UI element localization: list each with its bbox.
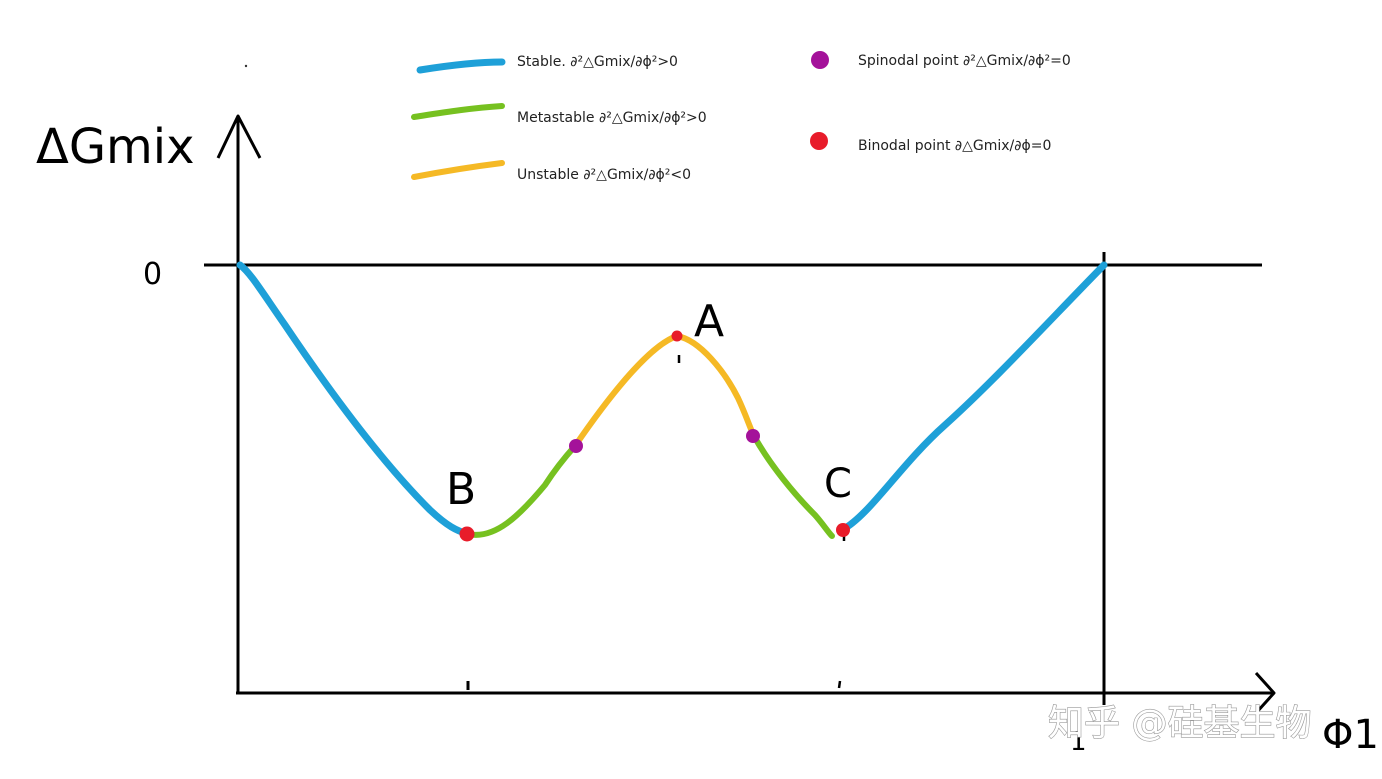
- legend-unstable-label: Unstable ∂²△Gmix/∂ϕ²<0: [517, 167, 691, 183]
- y-axis-arrow: [216, 114, 262, 159]
- legend-spinodal-label: Spinodal point ∂²△Gmix/∂ϕ²=0: [858, 53, 1071, 69]
- binodal-point-b: [459, 526, 475, 542]
- stable-curve-left: [236, 261, 472, 538]
- label-b: B: [446, 464, 476, 515]
- legend-stable-label: Stable. ∂²△Gmix/∂ϕ²>0: [517, 54, 678, 70]
- tick-c: [837, 680, 842, 689]
- x-axis-arrow: [1254, 671, 1276, 715]
- legend-metastable-label: Metastable ∂²△Gmix/∂ϕ²>0: [517, 110, 707, 126]
- x-axis-label: Φ1: [1322, 712, 1379, 758]
- spinodal-point-right: [746, 429, 760, 443]
- unstable-curve: [572, 332, 757, 449]
- label-c: C: [824, 461, 852, 507]
- stable-curve-right: [838, 261, 1108, 534]
- legend-spinodal-swatch: [811, 51, 829, 69]
- legend: Stable. ∂²△Gmix/∂ϕ²>0 Metastable ∂²△Gmix…: [411, 51, 1071, 183]
- label-a: A: [694, 296, 724, 347]
- binodal-point-c: [836, 523, 850, 537]
- y-axis-label: ΔGmix: [36, 119, 195, 175]
- metastable-curve-right: [751, 433, 835, 539]
- zero-label: 0: [143, 257, 162, 292]
- metastable-curve-left: [465, 443, 578, 538]
- one-label: 1: [1070, 727, 1087, 757]
- spinodal-point-left: [569, 439, 583, 453]
- legend-binodal-label: Binodal point ∂△Gmix/∂ϕ=0: [858, 138, 1051, 154]
- legend-unstable-swatch: [411, 160, 505, 180]
- legend-binodal-swatch: [810, 132, 828, 150]
- stray-mark: [244, 64, 248, 68]
- legend-stable-swatch: [416, 58, 506, 74]
- legend-metastable-swatch: [411, 103, 505, 120]
- binodal-point-a: [671, 330, 683, 342]
- watermark: 知乎 @硅基生物: [1048, 703, 1311, 744]
